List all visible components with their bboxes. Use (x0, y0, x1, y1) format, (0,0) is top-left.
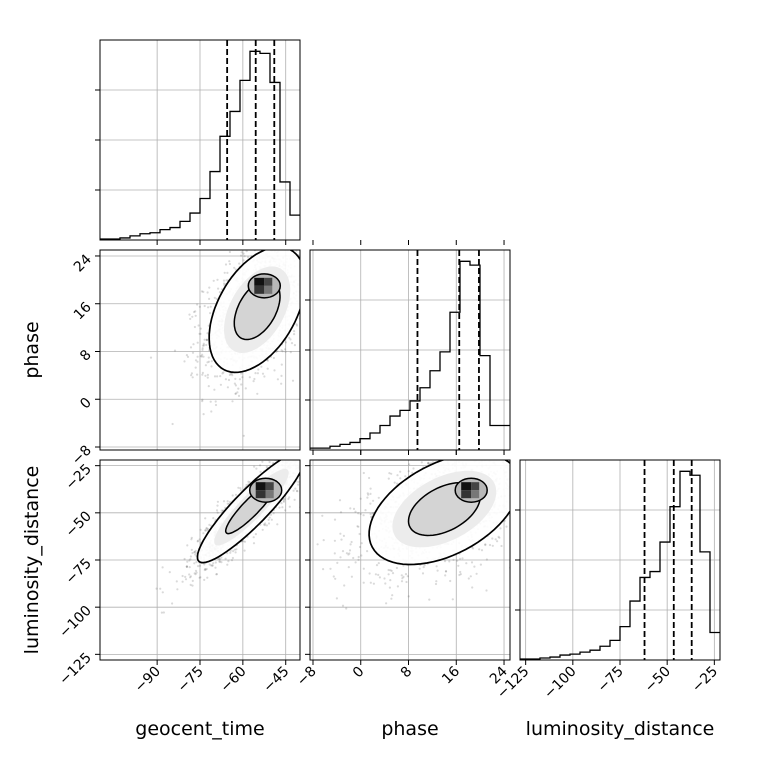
panel-content (316, 460, 510, 610)
density-peak-cell (265, 482, 274, 491)
x-axis-label-phase: phase (381, 718, 438, 740)
x-tick-label: −90 (132, 664, 164, 696)
x-tick-label: −50 (642, 664, 674, 696)
histogram-step (100, 50, 300, 240)
y-tick-label: −50 (63, 508, 95, 540)
density-peak-cell (254, 285, 265, 294)
density-peak-cell (264, 277, 273, 286)
histogram-geocent_time (95, 39, 301, 241)
density-peak-cell (461, 490, 472, 499)
density-peak-cell (265, 490, 274, 499)
density-peak-cell (254, 277, 265, 286)
y-tick-label: −125 (56, 650, 95, 689)
x-tick-label: −75 (175, 664, 207, 696)
y-axis-label-phase: phase (21, 321, 43, 378)
y-tick-label: 16 (71, 299, 95, 323)
x-tick-label: 0 (350, 664, 368, 682)
density-peak-cell (255, 482, 266, 491)
density-peak-cell (471, 482, 480, 491)
y-tick-label: 24 (71, 251, 95, 275)
density-peak-cell (255, 490, 266, 499)
x-tick-label: −25 (689, 664, 721, 696)
x-tick-label: −75 (595, 664, 627, 696)
panel-content (149, 250, 300, 437)
x-tick-label: −8 (294, 664, 320, 690)
y-axis-label-luminosity_distance: luminosity_distance (21, 466, 43, 655)
axes-border (99, 249, 301, 451)
histogram-step (310, 260, 510, 449)
x-tick-label: −100 (541, 664, 580, 703)
panel-content (155, 460, 300, 614)
y-tick-label: −75 (63, 556, 95, 588)
scatter-geocent_time-phase (99, 249, 301, 451)
x-tick-label: 16 (439, 663, 463, 687)
histogram-phase (305, 249, 511, 451)
x-tick-label: 8 (398, 664, 416, 682)
y-tick-label: −25 (63, 461, 95, 493)
x-axis-label-geocent_time: geocent_time (135, 718, 264, 740)
x-tick-label: −45 (260, 664, 292, 696)
x-tick-label: −60 (217, 664, 249, 696)
density-peak-cell (461, 482, 472, 491)
histogram-step (520, 470, 720, 660)
x-axis-label-luminosity_distance: luminosity_distance (526, 718, 715, 740)
histogram-luminosity_distance (515, 459, 721, 661)
scatter-phase-luminosity_distance (309, 459, 511, 661)
density-peak-cell (471, 490, 480, 499)
y-tick-label: 0 (77, 395, 95, 413)
axes-border (309, 249, 511, 451)
y-tick-label: 8 (77, 347, 95, 365)
scatter-geocent_time-luminosity_distance (99, 459, 301, 661)
density-peak-cell (264, 285, 273, 294)
y-tick-label: −100 (56, 603, 95, 642)
